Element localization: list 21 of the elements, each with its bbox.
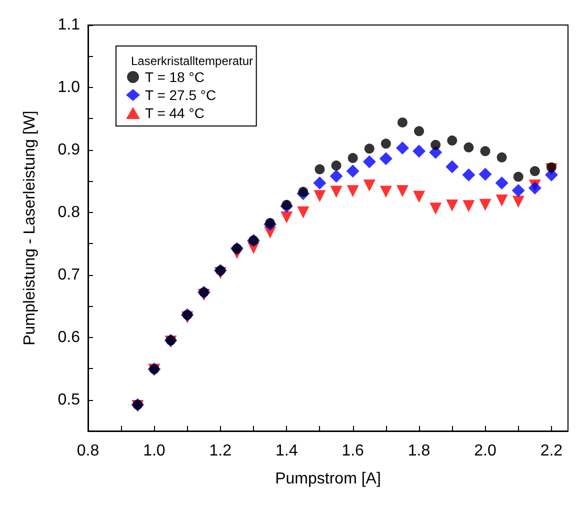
legend-label: T = 27.5 °C [145,87,216,103]
y-tick-label: 1.1 [58,16,80,34]
y-tick-label: 0.7 [58,266,80,284]
y-tick-label: 0.6 [58,328,80,346]
y-tick-label: 1.0 [58,78,80,96]
x-tick-label: 1.0 [143,442,166,460]
y-tick-label: 0.8 [58,204,80,221]
y-tick-label: 0.5 [58,391,80,408]
x-tick-label: 1.4 [275,442,298,460]
x-tick-label: 1.8 [408,442,430,460]
y-tick-label: 0.9 [58,141,80,158]
legend-label: T = 18 °C [145,69,204,85]
x-tick-label: 2.0 [474,442,496,460]
x-tick-label: 1.2 [209,442,232,460]
y-axis-title: Pumpleistung - Laserleistung [W] [22,110,38,346]
x-tick-label: 0.8 [76,442,100,460]
x-tick-label: 2.2 [540,442,563,460]
legend-label: T = 44 °C [145,105,204,121]
x-axis-title: Pumpstrom [A] [275,470,381,488]
x-tick-label: 1.6 [342,442,364,460]
legend-title: Laserkristalltemperatur [131,54,254,68]
